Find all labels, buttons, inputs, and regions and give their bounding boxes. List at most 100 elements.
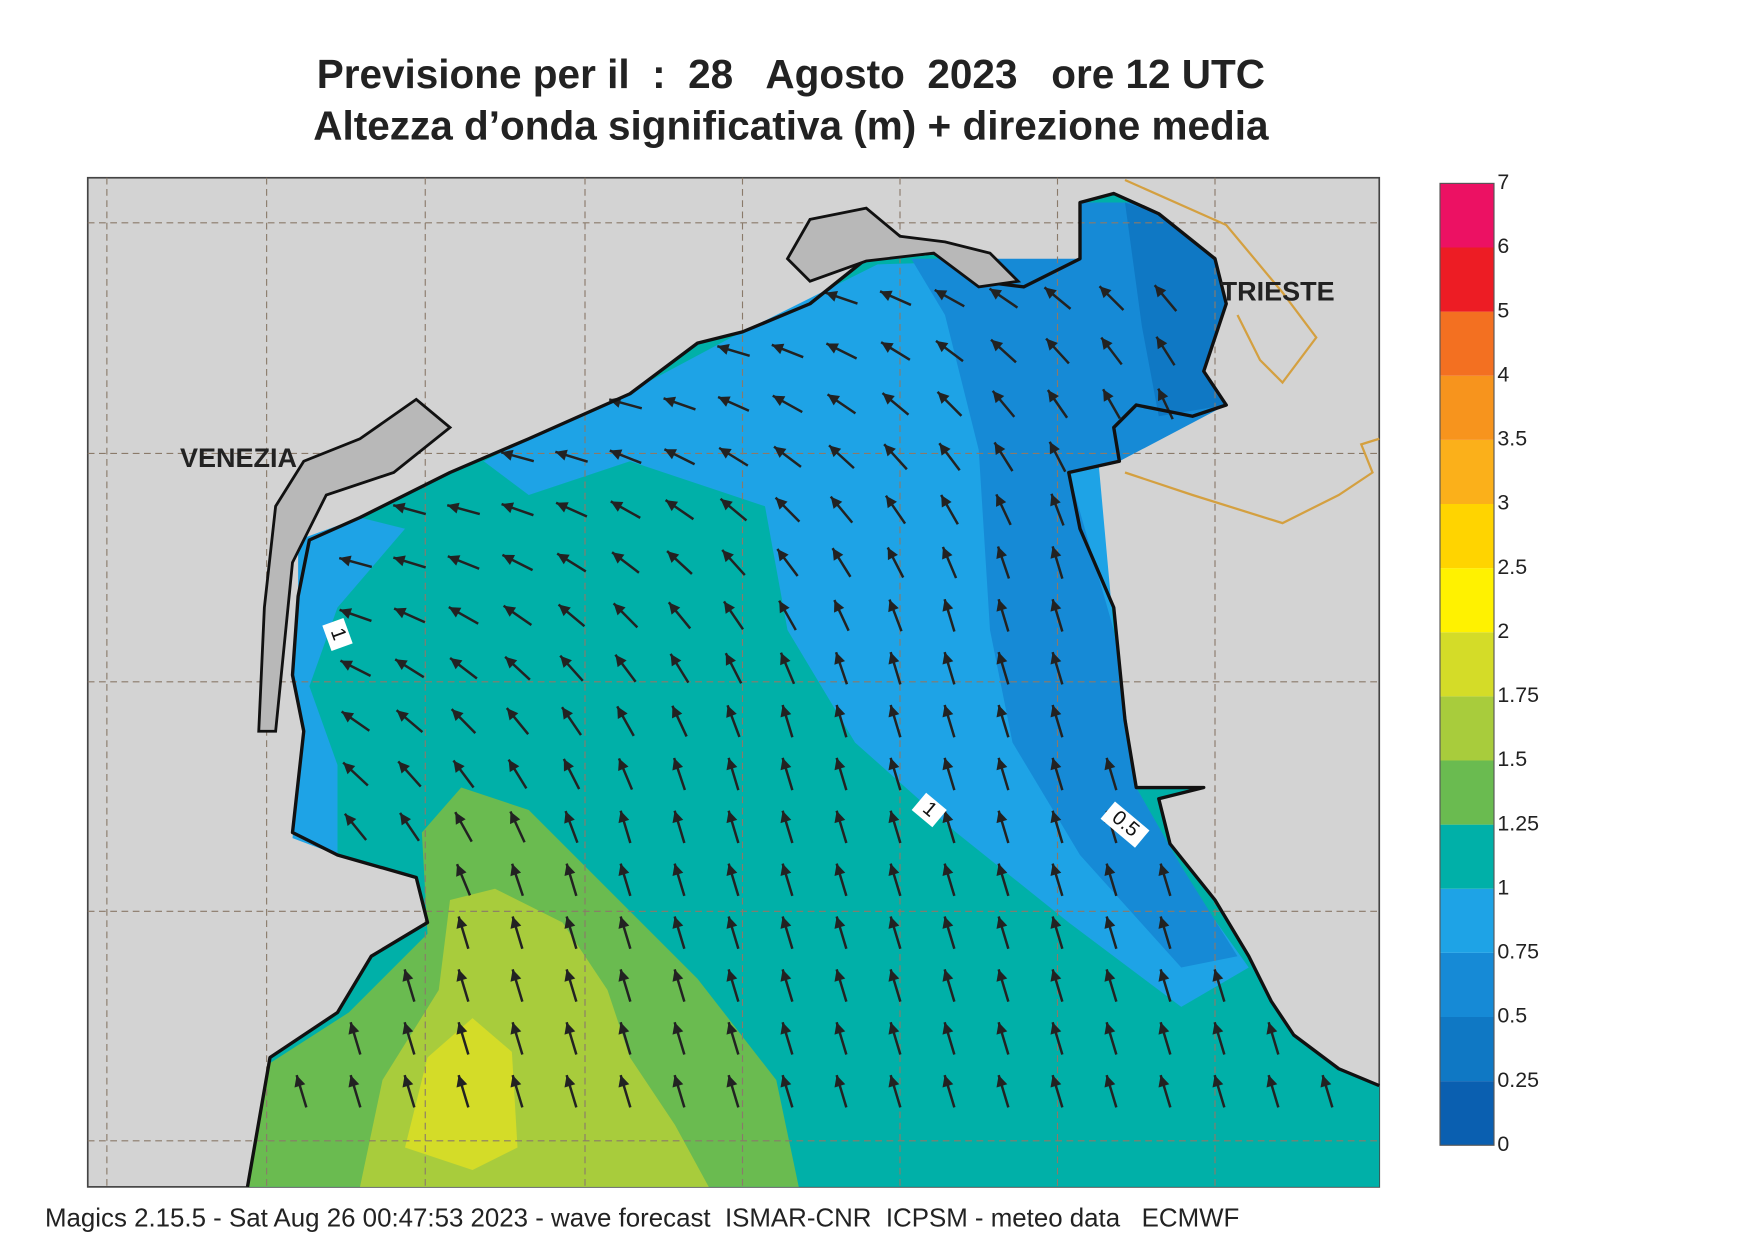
arrow-head xyxy=(1154,285,1167,298)
arrow-head xyxy=(942,969,954,982)
arrow-head xyxy=(888,863,900,876)
arrow-head xyxy=(996,810,1008,824)
arrow-head xyxy=(672,705,683,719)
colorbar-band xyxy=(1440,696,1494,761)
arrow-head xyxy=(612,552,625,564)
arrow-head xyxy=(663,396,677,408)
colorbar-label: 0.5 xyxy=(1497,1004,1527,1028)
arrow-head xyxy=(555,449,568,461)
arrow-head xyxy=(718,396,731,407)
arrow-head xyxy=(774,446,787,458)
arrow-head xyxy=(996,1022,1008,1035)
colorbar-label: 1 xyxy=(1497,875,1509,899)
arrow-head xyxy=(726,705,737,718)
arrow-head xyxy=(888,1022,900,1035)
colorbar-band xyxy=(1440,760,1494,825)
arrow-head xyxy=(1320,1075,1332,1088)
colorbar-band xyxy=(1440,568,1494,633)
arrow-head xyxy=(447,502,460,514)
colorbar-band xyxy=(1440,1081,1494,1146)
arrow-head xyxy=(672,758,684,771)
arrow-head xyxy=(1158,1022,1170,1035)
arrow-head xyxy=(834,652,846,665)
arrow-head xyxy=(1156,336,1168,350)
arrow-head xyxy=(834,916,846,929)
arrow-head xyxy=(618,1022,630,1035)
arrow-head xyxy=(834,863,846,876)
arrow-head xyxy=(562,707,573,720)
arrow-head xyxy=(1049,441,1060,455)
arrow-head xyxy=(780,916,792,929)
arrow-head xyxy=(941,494,952,508)
colorbar-band xyxy=(1440,183,1494,248)
arrow-head xyxy=(825,290,839,302)
contour-label-box xyxy=(1100,801,1150,848)
arrow-head xyxy=(888,599,899,613)
arrow-head xyxy=(780,810,792,824)
title: Previsione per il : 28 Agosto 2023 ore 1… xyxy=(317,51,1265,97)
colorbar-label: 1.5 xyxy=(1497,747,1527,771)
arrow-head xyxy=(939,443,951,456)
arrow-head xyxy=(340,660,354,671)
colorbar-label: 1.75 xyxy=(1497,683,1539,707)
arrow-head xyxy=(563,758,574,772)
arrow-head xyxy=(510,1075,522,1088)
direction-arrows xyxy=(294,284,1334,1108)
place-label: VENEZIA xyxy=(180,443,297,473)
arrow-head xyxy=(450,657,463,670)
arrow-head xyxy=(510,916,522,929)
arrow-head xyxy=(670,653,682,667)
arrow-head xyxy=(780,863,792,876)
arrow-head xyxy=(564,863,576,876)
arrow-head xyxy=(888,916,900,929)
arrow-head xyxy=(942,1075,954,1088)
arrow-head xyxy=(888,1075,900,1088)
arrow-head xyxy=(502,554,516,565)
arrow-head xyxy=(1104,1075,1116,1088)
colorbar-band xyxy=(1440,247,1494,312)
arrow-head xyxy=(564,916,576,929)
arrow-head xyxy=(726,969,738,982)
lagoon-island xyxy=(785,206,1022,289)
arrow-head xyxy=(775,497,788,510)
arrow-head xyxy=(996,757,1008,771)
arrow-head xyxy=(1050,704,1062,718)
arrow-head xyxy=(996,546,1008,559)
arrow-head xyxy=(672,969,684,982)
colorbar-label: 4 xyxy=(1497,362,1509,386)
arrow-head xyxy=(668,602,681,615)
arrow-head xyxy=(558,604,571,617)
arrow-head xyxy=(834,810,846,824)
arrow-head xyxy=(1050,863,1062,876)
arrow-head xyxy=(456,1022,468,1035)
arrow-head xyxy=(672,810,684,824)
arrow-head xyxy=(402,969,414,982)
arrow-head xyxy=(393,502,406,514)
contour-label: 1 xyxy=(322,617,353,652)
arrow-head xyxy=(665,500,679,512)
arrow-head xyxy=(343,762,356,775)
border xyxy=(1124,178,1318,385)
arrow-head xyxy=(1050,757,1062,771)
arrow-head xyxy=(1050,969,1062,982)
arrow-head xyxy=(834,1022,846,1035)
arrow-head xyxy=(1104,757,1116,771)
colorbar-band xyxy=(1440,439,1494,504)
arrow-head xyxy=(1050,652,1062,665)
arrow-head xyxy=(341,711,355,723)
arrow-head xyxy=(888,704,900,718)
arrow-head xyxy=(884,444,896,457)
arrow-head xyxy=(1158,916,1170,929)
arrow-head xyxy=(996,1075,1008,1088)
arrow-head xyxy=(672,1022,684,1035)
arrow-head xyxy=(618,863,630,876)
arrow-head xyxy=(1050,916,1062,929)
arrow-head xyxy=(339,555,352,567)
arrow-head xyxy=(726,863,738,876)
arrow-head xyxy=(827,394,841,406)
arrow-head xyxy=(832,548,844,561)
arrow-head xyxy=(618,758,629,771)
arrow-head xyxy=(1103,389,1114,402)
arrow-head xyxy=(888,969,900,982)
footer: Magics 2.15.5 - Sat Aug 26 00:47:53 2023… xyxy=(45,1204,1239,1232)
